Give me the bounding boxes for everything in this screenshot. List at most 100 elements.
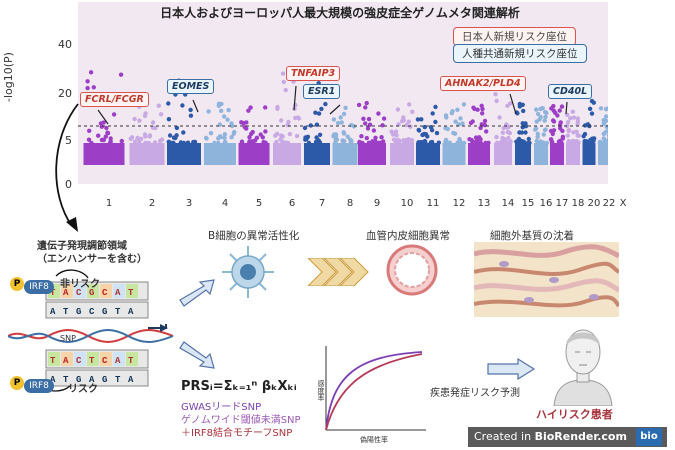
snp-point [447,140,452,145]
snp-point [389,129,394,134]
snp-point [168,140,173,145]
snp-point [208,131,214,136]
snp-point [319,106,324,112]
snp-point [100,137,106,143]
snp-point [345,134,350,139]
locus-tag-eomes: EOMES [167,79,215,94]
snp-point [143,111,148,116]
svg-text:A: A [115,356,121,366]
chr-label-6: 6 [288,198,296,209]
blood-vessel-icon [386,244,438,296]
snp-point [526,136,531,142]
snp-point [606,127,608,132]
snp-point [118,72,124,77]
snp-point [543,127,548,132]
snp-point [550,118,556,123]
chr-label-10: 10 [400,198,414,209]
snp-point [285,140,291,146]
snp-point [479,122,484,127]
snp-point [415,117,421,122]
snp-point [348,137,353,142]
snp-point [581,134,586,139]
chromosome-band [468,143,490,165]
snp-point [601,136,606,141]
snp-point [480,111,485,116]
snp-point [406,119,411,124]
snp-point [550,140,555,146]
snp-point [575,116,581,121]
svg-text:G: G [76,307,81,317]
snp-point [239,139,245,144]
chr-label-7: 7 [318,198,326,209]
snp-point [401,115,406,120]
snp-point [152,140,158,145]
snp-point [135,135,140,141]
chromosome-band [204,143,236,165]
snp-point [601,121,606,126]
snp-point [323,101,328,107]
chr-label-9: 9 [373,198,381,209]
chromosome-band [273,143,301,165]
snp-point [401,138,406,143]
svg-text:A: A [50,375,56,385]
locus-pointer [293,85,297,111]
chr-label-22: 22 [602,198,616,209]
snp-point [558,120,563,125]
snp-point [478,137,483,142]
prs-item-irf8-motif: ＋IRF8結合モチーフSNP [181,428,293,439]
chromosome-band [129,143,165,165]
snp-point [263,129,268,134]
biorender-credit-prefix: Created in [474,430,535,443]
svg-text:A: A [128,307,134,317]
snp-point [523,121,528,126]
snp-point [366,140,372,145]
chr-label-20: 20 [587,198,601,209]
biorender-credit[interactable]: Created in BioRender.com [468,427,667,447]
patient-icon [553,329,613,406]
snp-point [422,140,427,145]
snp-point [407,102,412,107]
snp-point [364,100,369,106]
label-snp: SNP [60,334,76,343]
snp-point [570,109,575,114]
chr-label-13: 13 [477,198,491,209]
snp-point [317,132,323,137]
chromosome-band [358,143,386,165]
snp-point [308,123,313,128]
snp-point [566,139,571,144]
snp-point [601,140,606,145]
svg-text:A: A [115,288,121,298]
snp-point [226,107,231,113]
snp-point [132,116,137,122]
snp-point [381,116,387,121]
chromosome-band [238,143,270,165]
snp-point [111,112,117,117]
snp-point [185,140,191,145]
snp-point [497,140,502,146]
svg-text:T: T [63,375,69,385]
snp-point [317,139,322,145]
snp-point [537,140,542,146]
snp-point [587,140,593,145]
snp-point [229,121,234,126]
locus-pointer [509,93,517,115]
snp-point [575,121,580,127]
snp-point [576,133,581,138]
svg-text:T: T [89,356,95,366]
snp-point [262,140,267,146]
snp-point [515,111,520,116]
snp-point [222,135,227,141]
snp-point [181,130,186,135]
risk-prediction-label: 疾患発症リスク予測 [430,388,520,399]
chromosome-band [167,143,201,165]
snp-point [601,131,607,136]
snp-point [119,138,124,144]
snp-point [280,71,286,76]
snp-point [361,116,366,122]
svg-text:A: A [50,307,56,317]
snp-point [544,140,550,146]
svg-text:G: G [102,375,107,385]
chromosome-band [304,143,330,165]
y-tick-0: 0 [65,178,72,191]
endothelial-title: 血管内皮細胞異常 [366,230,450,242]
